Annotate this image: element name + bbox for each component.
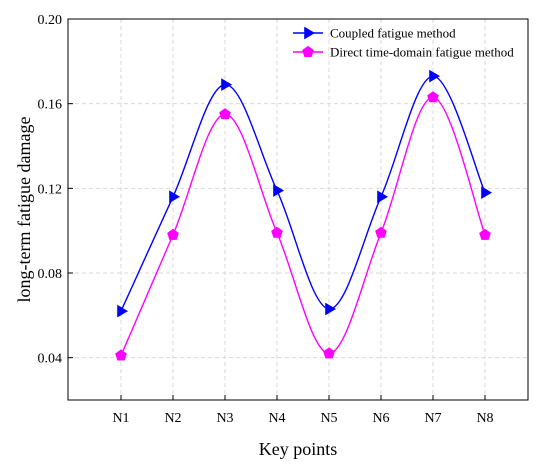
x-tick-label: N4 xyxy=(268,411,285,426)
x-tick-label: N6 xyxy=(372,411,389,426)
y-tick-label: 0.12 xyxy=(38,182,63,197)
data-point xyxy=(221,78,233,91)
data-point xyxy=(481,186,493,199)
plot-frame xyxy=(67,18,529,401)
legend-item: Direct time-domain fatigue method xyxy=(293,45,514,60)
series-coupled xyxy=(117,69,493,318)
y-tick-label: 0.04 xyxy=(38,352,63,367)
x-axis-title: Key points xyxy=(259,439,338,459)
data-point xyxy=(479,228,491,240)
data-point xyxy=(429,69,441,83)
grid xyxy=(68,18,528,400)
x-tick-label: N2 xyxy=(164,411,181,426)
data-point xyxy=(323,347,335,359)
data-point xyxy=(169,190,181,204)
series-direct xyxy=(115,91,491,361)
data-point xyxy=(219,108,231,120)
y-tick-label: 0.20 xyxy=(38,13,63,28)
data-point xyxy=(377,190,389,204)
data-point xyxy=(115,349,127,361)
data-point xyxy=(375,226,387,238)
y-tick-label: 0.08 xyxy=(38,267,63,282)
x-tick-label: N1 xyxy=(112,411,129,426)
x-tick-label: N7 xyxy=(424,411,441,426)
data-point xyxy=(167,228,179,240)
data-point xyxy=(325,302,337,316)
series-line xyxy=(120,75,486,312)
data-point xyxy=(117,304,129,318)
data-point xyxy=(427,91,439,103)
y-axis-title: long-term fatigue damage xyxy=(14,117,34,303)
legend-label: Direct time-domain fatigue method xyxy=(330,45,514,60)
legend-label: Coupled fatigue method xyxy=(330,26,456,41)
x-tick-label: N3 xyxy=(216,411,233,426)
data-point xyxy=(271,226,283,238)
x-tick-label: N5 xyxy=(320,411,337,426)
y-tick-label: 0.16 xyxy=(38,98,63,113)
series-line xyxy=(120,96,486,356)
axes: 0.04 0.08 0.12 0.16 0.20 N1 N2 N3 N4 N5 N6 N7 N8 xyxy=(38,13,494,426)
legend-marker xyxy=(302,45,314,57)
legend-marker xyxy=(304,26,316,40)
legend-item: Coupled fatigue method xyxy=(293,26,456,41)
x-tick-label: N8 xyxy=(476,411,493,426)
data-point xyxy=(273,184,285,197)
legend: Coupled fatigue method Direct time-domain… xyxy=(293,26,514,60)
series-layer xyxy=(115,69,493,361)
